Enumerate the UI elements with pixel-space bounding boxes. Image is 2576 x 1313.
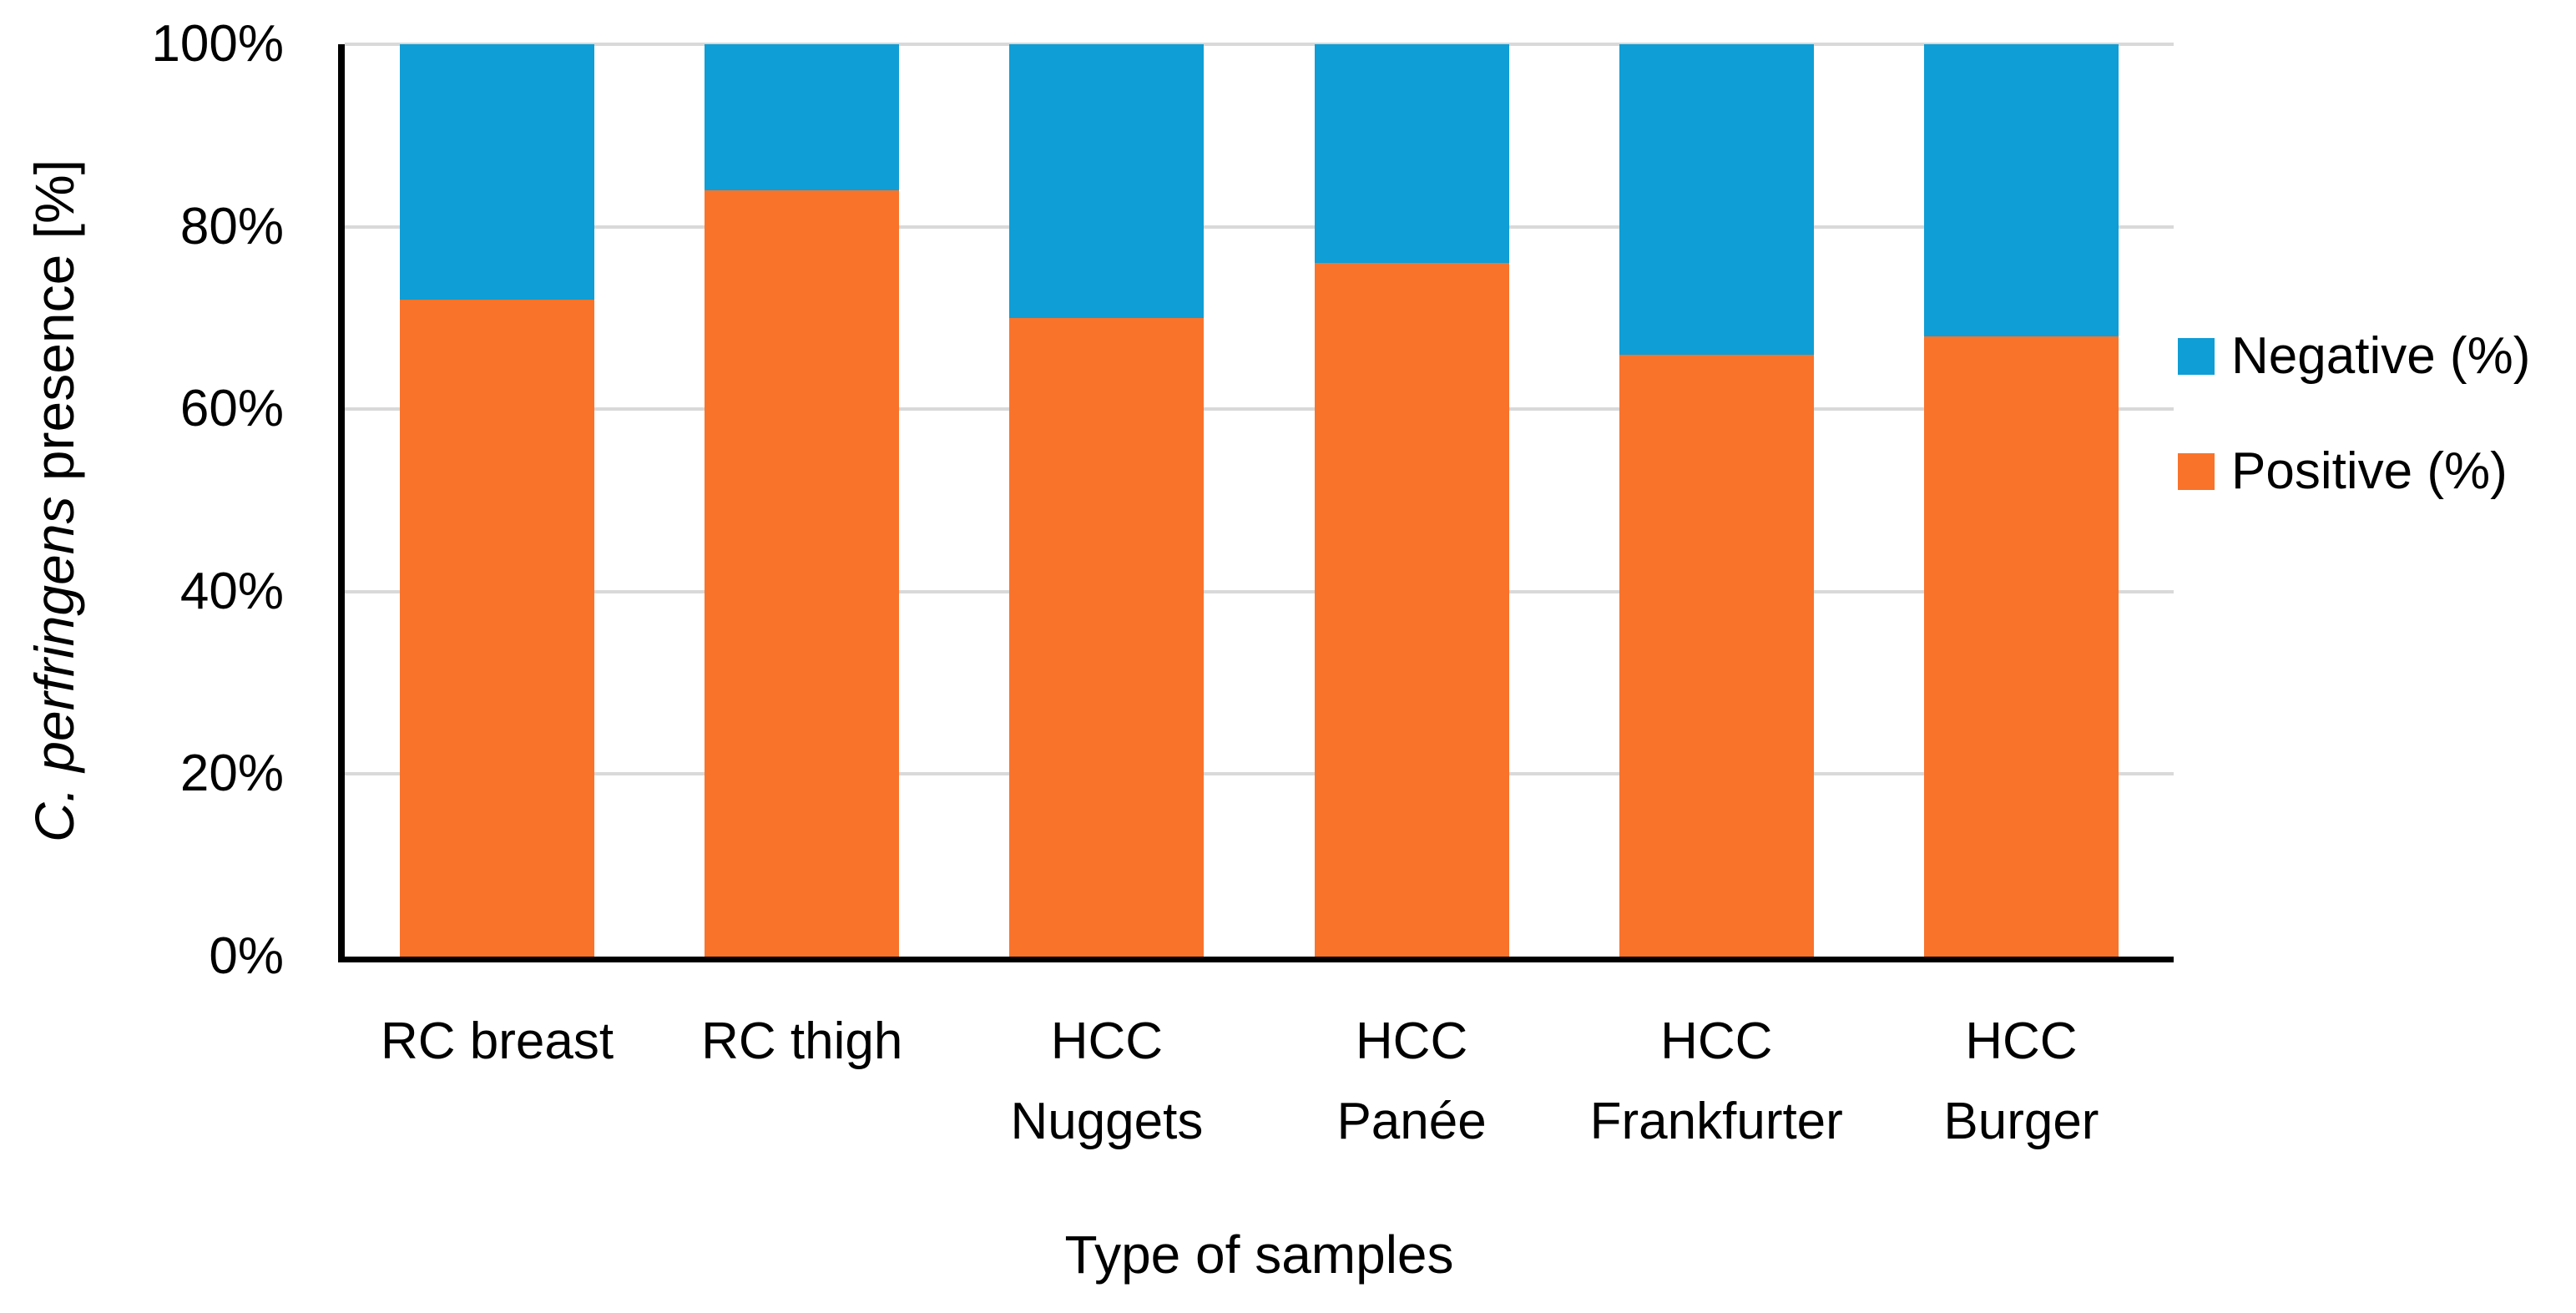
category-label-line: HCC [1355, 1013, 1468, 1070]
bar-segment-positive-rc-breast [400, 300, 595, 957]
legend-swatch-negative [2178, 338, 2215, 375]
bar-segment-negative-hcc-burger [1923, 44, 2119, 336]
gridline-40 [345, 589, 2174, 593]
category-label-line: Panée [1336, 1093, 1487, 1150]
bar-segment-negative-hcc-panee [1314, 44, 1509, 264]
legend-swatch-positive [2178, 453, 2215, 490]
category-label-rc-breast: RC breast [345, 1002, 649, 1082]
category-label-line: RC breast [381, 1013, 614, 1070]
gridline-60 [345, 407, 2174, 412]
gridline-20 [345, 772, 2174, 776]
bar-segment-negative-rc-breast [400, 44, 595, 300]
legend-label-positive: Positive (%) [2231, 442, 2508, 500]
y-tick-label-40: 40% [179, 562, 284, 620]
category-label-line: Frankfurter [1589, 1093, 1843, 1150]
x-axis-line [338, 957, 2174, 962]
bar-segment-positive-hcc-nuggets [1009, 317, 1205, 957]
category-label-hcc-burger: HCC Burger [1869, 1002, 2174, 1162]
x-axis-title: Type of samples [1064, 1225, 1454, 1285]
y-axis-title-wrap: C. perfringens presence [%] [0, 44, 109, 957]
gridline-80 [345, 225, 2174, 229]
category-label-line: Burger [1943, 1093, 2099, 1150]
y-tick-label-20: 20% [179, 745, 284, 803]
bar-segment-positive-hcc-panee [1314, 263, 1509, 957]
category-label-rc-thigh: RC thigh [649, 1002, 954, 1082]
category-label-hcc-panee: HCC Panée [1260, 1002, 1564, 1162]
gridline-100 [345, 43, 2174, 46]
category-label-line: HCC [1050, 1013, 1164, 1070]
y-axis-title: C. perfringens presence [%] [23, 159, 85, 841]
bar-segment-positive-rc-thigh [705, 189, 900, 957]
y-tick-label-80: 80% [179, 197, 284, 255]
bar-segment-positive-hcc-burger [1923, 336, 2119, 957]
bar-segment-negative-hcc-frankfurter [1619, 44, 1814, 355]
legend-item-negative: Negative (%) [2178, 331, 2530, 382]
y-tick-label-0: 0% [209, 927, 284, 985]
bar-segment-negative-rc-thigh [705, 44, 900, 190]
category-label-hcc-frankfurter: HCC Frankfurter [1564, 1002, 1869, 1162]
bar-segment-negative-hcc-nuggets [1009, 44, 1205, 318]
legend-label-negative: Negative (%) [2231, 327, 2531, 385]
category-label-line: Nuggets [1010, 1093, 1204, 1150]
y-axis-line [338, 44, 345, 962]
category-label-line: RC thigh [701, 1013, 903, 1070]
category-label-hcc-nuggets: HCC Nuggets [954, 1002, 1259, 1162]
legend-item-positive: Positive (%) [2178, 446, 2530, 497]
category-label-line: HCC [1660, 1013, 1773, 1070]
y-tick-label-100: 100% [151, 15, 284, 73]
legend: Negative (%) Positive (%) [2178, 331, 2530, 497]
plot-area [338, 43, 2174, 962]
category-label-line: HCC [1965, 1013, 2078, 1070]
y-tick-label-60: 60% [179, 380, 284, 438]
bar-segment-positive-hcc-frankfurter [1619, 354, 1814, 957]
